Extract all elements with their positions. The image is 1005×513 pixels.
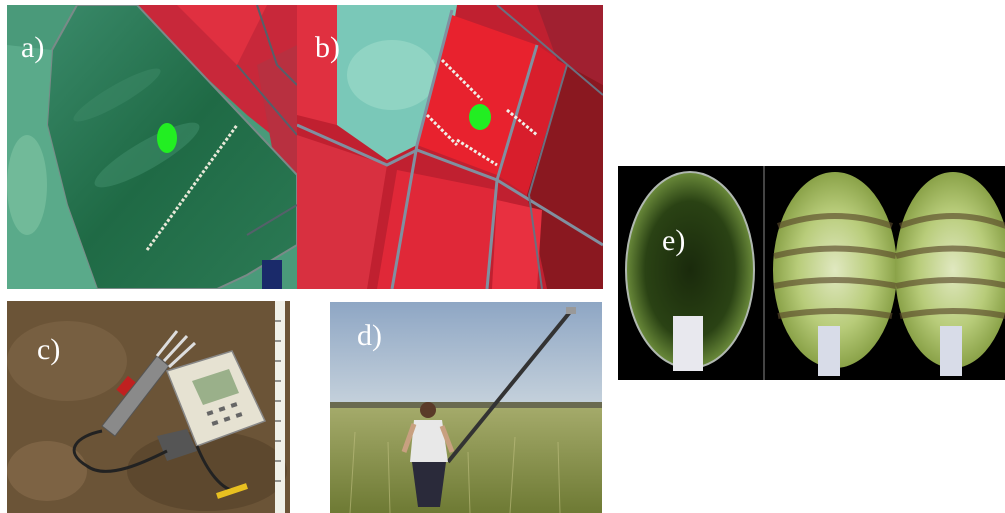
- green-station-marker: [469, 104, 491, 130]
- panel-e-label: e): [662, 224, 686, 257]
- panel-c-soil-probe-photo: c): [7, 301, 290, 513]
- panel-c-label: c): [37, 333, 61, 366]
- panel-e-hemispherical-photos: e): [618, 166, 1005, 380]
- panel-d-field-operator-photo: d): [330, 302, 602, 513]
- panel-b-label: b): [315, 31, 340, 64]
- sample-transect-line: [145, 124, 239, 251]
- panel-b-satellite-image: b): [297, 5, 603, 289]
- panel-a-label: a): [21, 31, 45, 64]
- panel-a-satellite-image: a): [7, 5, 297, 289]
- panel-d-label: d): [357, 319, 382, 352]
- green-station-marker: [157, 123, 177, 153]
